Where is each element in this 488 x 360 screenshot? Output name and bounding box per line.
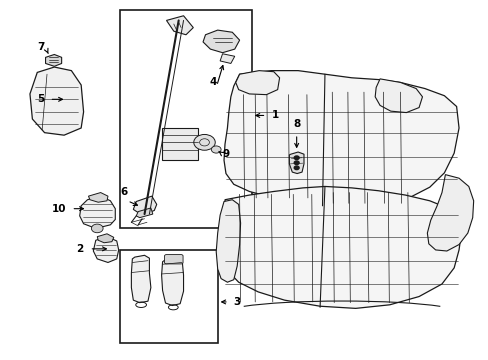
Text: 8: 8 (292, 119, 300, 129)
Text: 5: 5 (37, 94, 44, 104)
Text: 3: 3 (233, 297, 241, 307)
Polygon shape (88, 193, 108, 202)
Circle shape (193, 134, 215, 150)
Bar (120, 250, 217, 343)
Polygon shape (45, 54, 61, 66)
Polygon shape (93, 237, 119, 262)
Text: 6: 6 (120, 187, 127, 197)
Polygon shape (224, 186, 461, 309)
Circle shape (294, 166, 299, 170)
Circle shape (211, 146, 221, 153)
Circle shape (294, 156, 299, 159)
Text: 4: 4 (209, 77, 216, 87)
Polygon shape (224, 71, 458, 206)
Bar (120, 10, 251, 228)
Circle shape (294, 161, 299, 165)
Text: 1: 1 (271, 111, 278, 121)
Polygon shape (203, 30, 239, 53)
Polygon shape (161, 257, 183, 306)
Polygon shape (374, 79, 422, 113)
FancyBboxPatch shape (164, 255, 183, 264)
Text: 2: 2 (76, 244, 83, 254)
Polygon shape (216, 200, 240, 282)
Text: 7: 7 (37, 42, 44, 51)
Polygon shape (235, 71, 279, 95)
Polygon shape (97, 234, 114, 243)
Text: 10: 10 (52, 204, 66, 214)
Polygon shape (220, 54, 234, 63)
Polygon shape (289, 152, 304, 174)
Polygon shape (30, 67, 83, 135)
Polygon shape (427, 175, 473, 251)
Polygon shape (80, 196, 115, 228)
Polygon shape (166, 16, 193, 35)
Polygon shape (133, 196, 157, 215)
Polygon shape (131, 255, 151, 303)
Text: 9: 9 (222, 149, 229, 159)
Bar (161, 128, 198, 160)
Circle shape (91, 224, 103, 233)
Polygon shape (136, 208, 153, 218)
